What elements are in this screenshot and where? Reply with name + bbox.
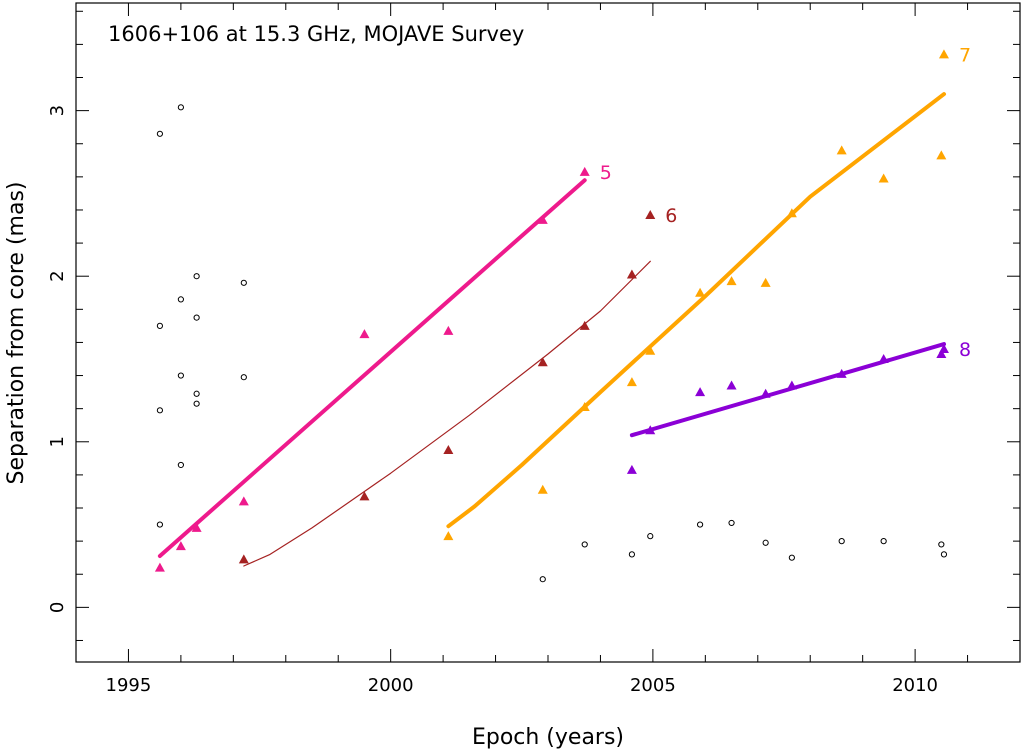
- fit-lines: [157, 92, 946, 567]
- point-other: [156, 322, 164, 329]
- point-8: [645, 425, 656, 435]
- axis-ticks: [75, 3, 1021, 662]
- fit-line-5: [157, 178, 587, 558]
- point-5: [359, 329, 370, 339]
- tick-labels: 1995 2000 2005 2010 0 1 2 3: [47, 105, 938, 696]
- fit-line-8: [629, 342, 946, 438]
- x-tick-label: 2010: [892, 675, 938, 696]
- point-other: [647, 533, 654, 540]
- point-5: [537, 214, 548, 224]
- point-other: [240, 279, 247, 286]
- point-other: [940, 551, 948, 558]
- point-other: [938, 541, 945, 548]
- point-5: [579, 166, 590, 176]
- point-8: [726, 380, 737, 390]
- point-6: [645, 209, 656, 219]
- point-8: [936, 349, 947, 359]
- point-other: [762, 539, 769, 546]
- point-6: [579, 320, 590, 330]
- point-other: [728, 519, 735, 527]
- point-7: [878, 173, 889, 183]
- series-label-8: 8: [959, 339, 971, 361]
- point-7: [695, 287, 706, 297]
- point-other: [539, 576, 546, 583]
- point-7: [786, 208, 797, 218]
- point-7: [443, 531, 454, 541]
- point-7: [537, 484, 548, 494]
- point-other: [696, 521, 704, 528]
- y-axis-label: Separation from core (mas): [4, 182, 29, 485]
- data-points: [154, 49, 949, 583]
- point-other: [240, 374, 247, 381]
- point-other: [788, 554, 795, 561]
- point-6: [443, 445, 454, 455]
- point-other: [156, 407, 164, 414]
- series-label-5: 5: [600, 162, 612, 184]
- x-tick-label: 1995: [106, 675, 152, 696]
- point-8: [786, 380, 797, 390]
- point-other: [193, 314, 200, 321]
- point-5: [191, 522, 202, 532]
- point-other: [628, 551, 636, 558]
- point-other: [193, 390, 200, 397]
- y-tick-label: 0: [47, 602, 68, 613]
- series-label-6: 6: [665, 205, 677, 227]
- point-8: [695, 387, 706, 397]
- fit-line-7: [446, 92, 946, 529]
- point-7: [836, 145, 847, 155]
- fit-line-6: [243, 260, 651, 567]
- point-8: [626, 464, 637, 474]
- point-other: [193, 273, 200, 280]
- chart-title: 1606+106 at 15.3 GHz, MOJAVE Survey: [108, 22, 524, 46]
- point-8: [760, 388, 771, 398]
- point-other: [177, 296, 184, 303]
- point-other: [838, 538, 845, 545]
- series-labels: 5 6 7 8: [600, 44, 971, 361]
- point-5: [175, 541, 186, 551]
- point-6: [359, 491, 370, 501]
- x-tick-label: 2005: [630, 675, 676, 696]
- series-label-7: 7: [959, 44, 971, 66]
- point-8: [836, 368, 847, 378]
- point-other: [156, 130, 164, 137]
- point-other: [156, 521, 164, 528]
- point-7: [938, 49, 949, 59]
- point-other: [177, 104, 184, 111]
- y-tick-label: 1: [47, 436, 68, 447]
- point-7: [726, 276, 737, 286]
- point-6: [537, 357, 548, 367]
- x-tick-label: 2000: [368, 675, 414, 696]
- point-8: [878, 353, 889, 363]
- point-other: [177, 461, 184, 469]
- x-axis-label: Epoch (years): [472, 725, 624, 750]
- point-7: [645, 345, 656, 355]
- point-other: [880, 538, 887, 545]
- point-7: [936, 150, 947, 160]
- point-5: [154, 562, 165, 572]
- point-other: [193, 400, 200, 407]
- y-tick-label: 3: [47, 105, 68, 116]
- point-5: [238, 496, 249, 506]
- point-8: [938, 344, 949, 354]
- y-tick-label: 2: [47, 270, 68, 281]
- point-6: [626, 269, 637, 279]
- point-other: [177, 372, 184, 379]
- point-6: [238, 554, 249, 564]
- point-other: [581, 541, 588, 548]
- point-7: [626, 377, 637, 387]
- point-7: [760, 277, 771, 287]
- point-5: [443, 325, 454, 335]
- point-7: [579, 402, 590, 412]
- plot-frame: [75, 2, 1021, 663]
